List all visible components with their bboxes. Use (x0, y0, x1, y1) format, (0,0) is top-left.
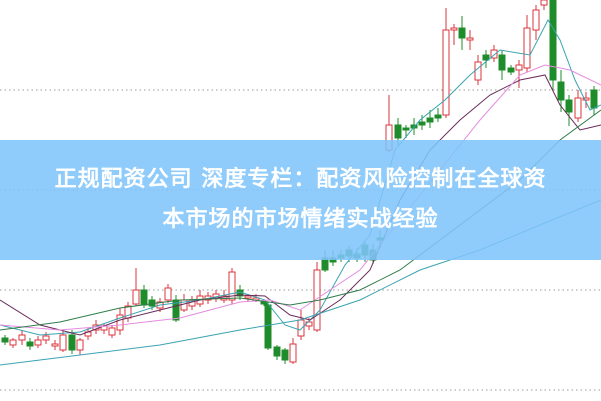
candle-down (507, 67, 515, 73)
candle-down (590, 89, 598, 109)
candle-down (260, 301, 268, 305)
candle-up (116, 314, 124, 331)
candle-up (228, 271, 236, 301)
candle-up (289, 343, 297, 363)
candle-down (281, 349, 289, 361)
candle-down (418, 121, 426, 126)
candle-up (532, 9, 540, 31)
candle-up (540, 0, 548, 6)
candle-up (474, 61, 482, 81)
candle-up (18, 334, 26, 341)
moving-average-line (0, 74, 601, 336)
candle-up (450, 27, 458, 31)
candle-up (523, 27, 531, 69)
candle-down (26, 341, 34, 347)
candle-up (515, 64, 523, 71)
candle-down (68, 334, 76, 351)
article-title-line-1: 正规配资公司 深度专栏：配资风险控制在全球资 (54, 167, 547, 192)
candle-down (273, 346, 281, 357)
candle-down (1, 337, 9, 343)
candle-up (490, 49, 498, 59)
candle-down (264, 304, 272, 349)
candle-down (482, 54, 490, 61)
candle-up (244, 295, 252, 299)
candle-up (108, 327, 116, 336)
candle-down (557, 81, 565, 101)
article-title-line-2: 本市场的市场情绪实战经验 (162, 207, 439, 232)
candle-up (582, 97, 590, 101)
candle-up (442, 29, 450, 116)
candle-down (402, 127, 410, 131)
candle-up (132, 289, 140, 305)
candle-up (9, 339, 17, 346)
candle-up (574, 97, 582, 119)
candle-up (164, 287, 172, 301)
candle-up (42, 335, 50, 341)
candle-down (549, 0, 557, 81)
candle-up (76, 339, 84, 351)
moving-average-line (0, 64, 601, 331)
candle-down (426, 117, 434, 123)
candle-down (565, 99, 573, 113)
candle-up (297, 319, 305, 337)
candle-up (34, 339, 42, 346)
candle-down (172, 299, 180, 321)
candle-up (59, 334, 67, 351)
candle-down (394, 124, 402, 139)
candle-up (466, 37, 474, 41)
candle-down (458, 27, 466, 39)
candle-up (51, 343, 59, 347)
candle-down (434, 114, 442, 119)
title-banner: 正规配资公司 深度专栏：配资风险控制在全球资 本市场的市场情绪实战经验 (0, 140, 601, 260)
candle-down (498, 54, 506, 71)
candle-down (140, 289, 148, 306)
